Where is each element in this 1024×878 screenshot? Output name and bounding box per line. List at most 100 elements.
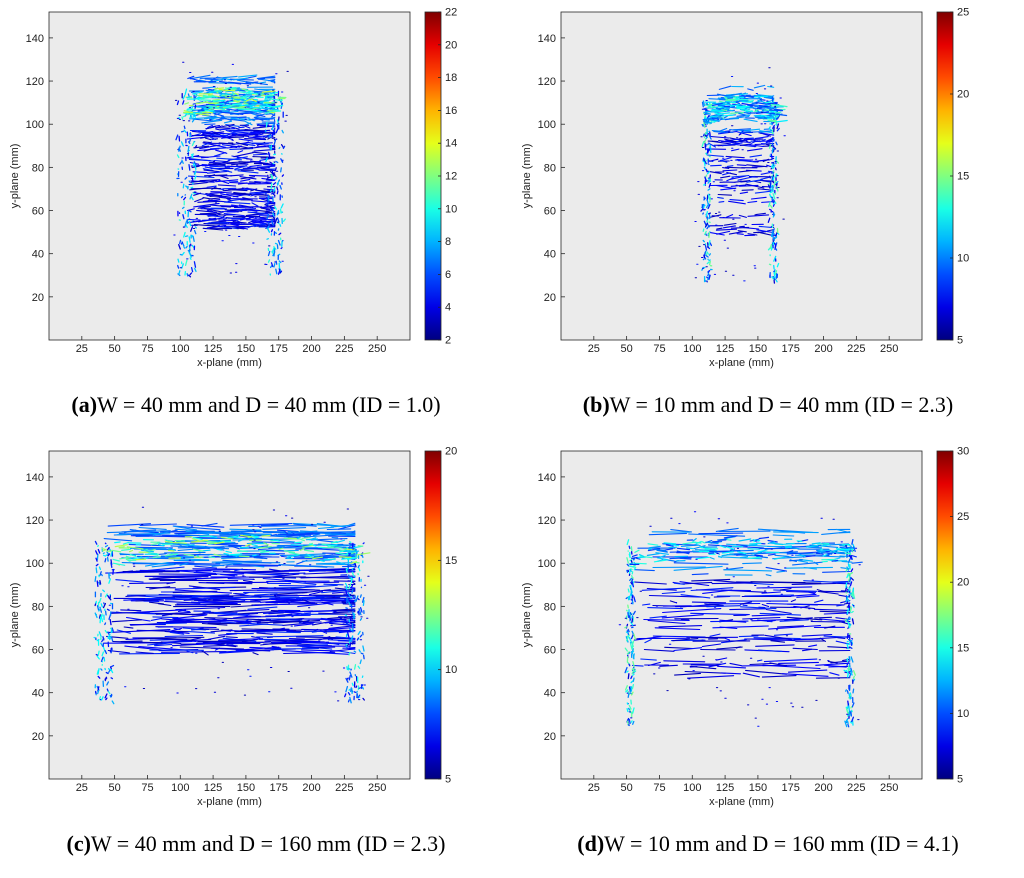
- trace-segment: [219, 128, 236, 131]
- trace-segment: [271, 196, 274, 203]
- trace-segment: [242, 579, 253, 583]
- trace-segment: [847, 577, 851, 582]
- trace-segment: [848, 551, 851, 554]
- trace-segment: [703, 108, 707, 111]
- x-tick-label: 250: [368, 343, 386, 355]
- trace-segment: [722, 167, 730, 170]
- trace-segment: [213, 553, 222, 557]
- trace-segment: [176, 154, 180, 159]
- trace-segment: [219, 649, 253, 653]
- trace-segment: [704, 603, 724, 606]
- trace-segment: [627, 588, 630, 593]
- trace-segment: [722, 169, 738, 172]
- trace-segment: [735, 101, 740, 105]
- trace-segment: [279, 553, 326, 557]
- trace-segment: [659, 664, 678, 667]
- trace-segment: [272, 122, 276, 128]
- trace-segment: [719, 619, 747, 623]
- trace-segment: [630, 691, 634, 696]
- x-tick-label: 150: [749, 343, 767, 355]
- trace-segment: [281, 129, 284, 134]
- trace-segment: [265, 121, 268, 128]
- trace-segment: [702, 133, 705, 137]
- trace-segment: [276, 186, 279, 191]
- trace-segment: [721, 108, 728, 112]
- trace-segment: [852, 688, 855, 694]
- trace-segment: [761, 603, 770, 608]
- trace-segment: [694, 549, 715, 552]
- trace-segment: [850, 568, 854, 573]
- trace-segment: [191, 142, 195, 147]
- trace-segment: [228, 553, 243, 556]
- trace-segment: [279, 208, 282, 214]
- trace-segment: [631, 669, 635, 675]
- y-tick-label: 80: [32, 601, 44, 613]
- trace-segment: [756, 586, 813, 589]
- caption-label-d: (d): [577, 831, 605, 856]
- trace-segment: [318, 612, 356, 615]
- trace-segment: [242, 141, 250, 145]
- trace-segment: [273, 161, 276, 163]
- trace-segment: [241, 570, 300, 573]
- trace-segment: [281, 650, 350, 655]
- trace-segment: [353, 650, 357, 653]
- trace-segment: [203, 169, 220, 173]
- trace-segment: [262, 204, 276, 208]
- trace-segment: [721, 106, 731, 109]
- trace-segment: [767, 217, 771, 223]
- trace-segment: [850, 709, 853, 713]
- trace-segment: [194, 170, 197, 176]
- trace-segment: [776, 114, 781, 120]
- trace-segment: [192, 548, 204, 552]
- trace-segment: [290, 601, 314, 604]
- trace-segment: [184, 88, 188, 96]
- trace-segment: [664, 646, 694, 650]
- trace-segment: [277, 239, 281, 246]
- trace-segment: [345, 685, 349, 693]
- trace-segment: [248, 174, 268, 177]
- trace-segment: [249, 646, 266, 649]
- trace-segment: [824, 625, 836, 629]
- trace-segment: [234, 568, 244, 572]
- trace-segment: [846, 633, 849, 639]
- trace-segment: [330, 524, 356, 528]
- trace-segment: [210, 647, 271, 652]
- trace-segment: [267, 259, 271, 263]
- trace-segment: [748, 99, 754, 103]
- trace-segment: [238, 91, 253, 95]
- trace-segment: [846, 566, 850, 571]
- trace-segment: [784, 566, 834, 569]
- trace-segment: [648, 547, 652, 551]
- panel-b: 25 50 75 100 125 150 175 200 225 250 20 40 60 80 100 12…: [512, 0, 1024, 439]
- trace-segment: [658, 625, 703, 628]
- trace-segment: [181, 159, 184, 164]
- trace-segment: [826, 552, 833, 556]
- trace-segment: [232, 216, 246, 219]
- trace-segment: [846, 643, 849, 650]
- trace-segment: [175, 586, 237, 590]
- trace-segment: [851, 554, 857, 558]
- trace-segment: [274, 596, 281, 598]
- trace-segment: [345, 677, 349, 683]
- trace-segment: [160, 555, 198, 558]
- trace-segment: [237, 182, 248, 185]
- trace-segment: [106, 629, 171, 634]
- trace-segment: [626, 539, 630, 546]
- trace-segment: [801, 633, 833, 637]
- trace-segment: [223, 120, 233, 124]
- trace-segment: [270, 192, 276, 195]
- trace-segment: [628, 553, 631, 558]
- trace-segment: [710, 540, 723, 544]
- trace-segment: [243, 120, 253, 126]
- trace-segment: [180, 195, 184, 199]
- trace-segment: [846, 662, 849, 666]
- colorbar-d: [936, 450, 954, 780]
- trace-segment: [707, 177, 710, 181]
- trace-segment: [851, 716, 855, 723]
- trace-segment: [107, 690, 111, 695]
- trace-segment: [628, 707, 631, 711]
- trace-segment: [769, 542, 784, 546]
- x-tick-label: 125: [204, 343, 222, 355]
- trace-segment: [197, 130, 209, 133]
- trace-segment: [110, 628, 113, 634]
